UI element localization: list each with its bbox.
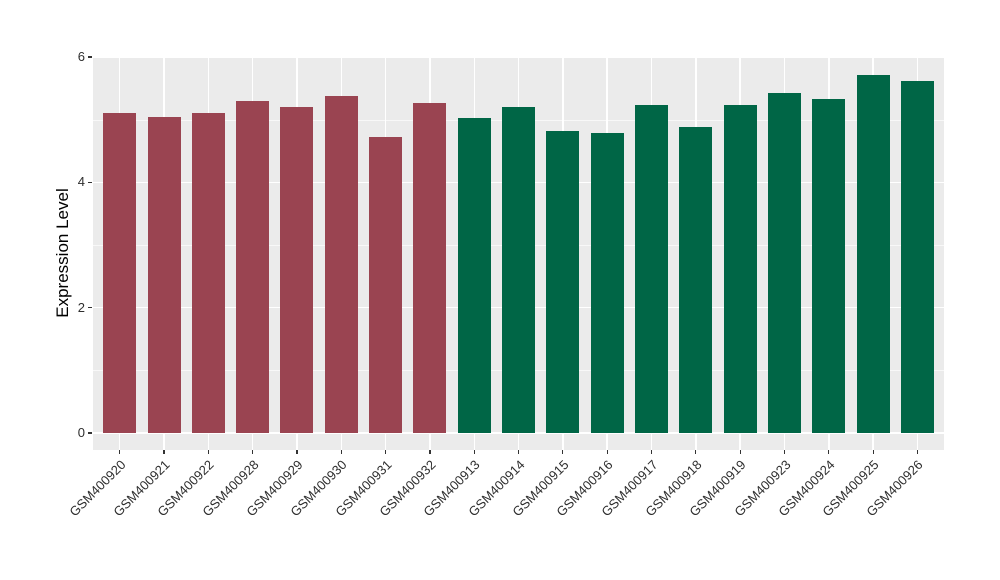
x-axis-tick: [385, 450, 387, 454]
bar-GSM400915: [546, 130, 580, 433]
x-axis-tick: [296, 450, 298, 454]
plot-panel: [93, 56, 944, 450]
y-axis-tick: [88, 56, 92, 58]
x-axis-tick: [429, 450, 431, 454]
y-axis-tick: [88, 307, 92, 309]
y-tick-label: 0: [77, 425, 85, 440]
bar-GSM400925: [856, 74, 890, 433]
bar-GSM400931: [369, 137, 403, 433]
bar-GSM400924: [812, 98, 846, 433]
bar-GSM400922: [191, 113, 225, 433]
y-tick-label: 4: [77, 174, 85, 190]
bar-GSM400919: [723, 105, 757, 433]
bar-GSM400917: [635, 105, 669, 433]
bar-GSM400923: [768, 92, 801, 433]
bar-GSM400920: [103, 112, 137, 433]
y-axis-tick: [88, 432, 92, 434]
bar-GSM400921: [147, 117, 181, 433]
x-axis-tick: [207, 450, 209, 454]
x-axis-tick: [517, 450, 520, 454]
bar-GSM400932: [413, 102, 447, 433]
x-axis-tick: [783, 450, 786, 454]
bar-GSM400926: [900, 80, 934, 433]
x-axis-tick: [473, 450, 475, 454]
x-axis-tick: [739, 450, 741, 454]
y-axis-title: Expression Level: [53, 188, 72, 318]
y-tick-label: 2: [77, 299, 85, 315]
x-axis-tick: [562, 450, 564, 454]
bar-GSM400918: [679, 127, 713, 433]
bar-GSM400930: [324, 96, 358, 433]
x-axis-tick: [828, 450, 830, 454]
bar-GSM400916: [590, 132, 624, 433]
x-axis-tick: [650, 450, 653, 454]
y-tick-label: 6: [77, 49, 85, 64]
x-axis-tick: [606, 450, 608, 454]
x-axis-tick: [340, 450, 342, 454]
x-axis-tick: [916, 450, 919, 454]
x-axis-tick: [119, 450, 121, 454]
y-axis-tick: [88, 181, 92, 183]
bar-GSM400928: [236, 100, 270, 433]
x-axis-tick: [695, 450, 697, 454]
bar-GSM400914: [502, 107, 536, 433]
x-axis-tick: [163, 450, 165, 454]
bar-GSM400929: [280, 107, 314, 433]
x-axis-tick: [252, 450, 254, 454]
x-axis-tick: [872, 450, 874, 454]
bar-GSM400913: [457, 118, 491, 433]
